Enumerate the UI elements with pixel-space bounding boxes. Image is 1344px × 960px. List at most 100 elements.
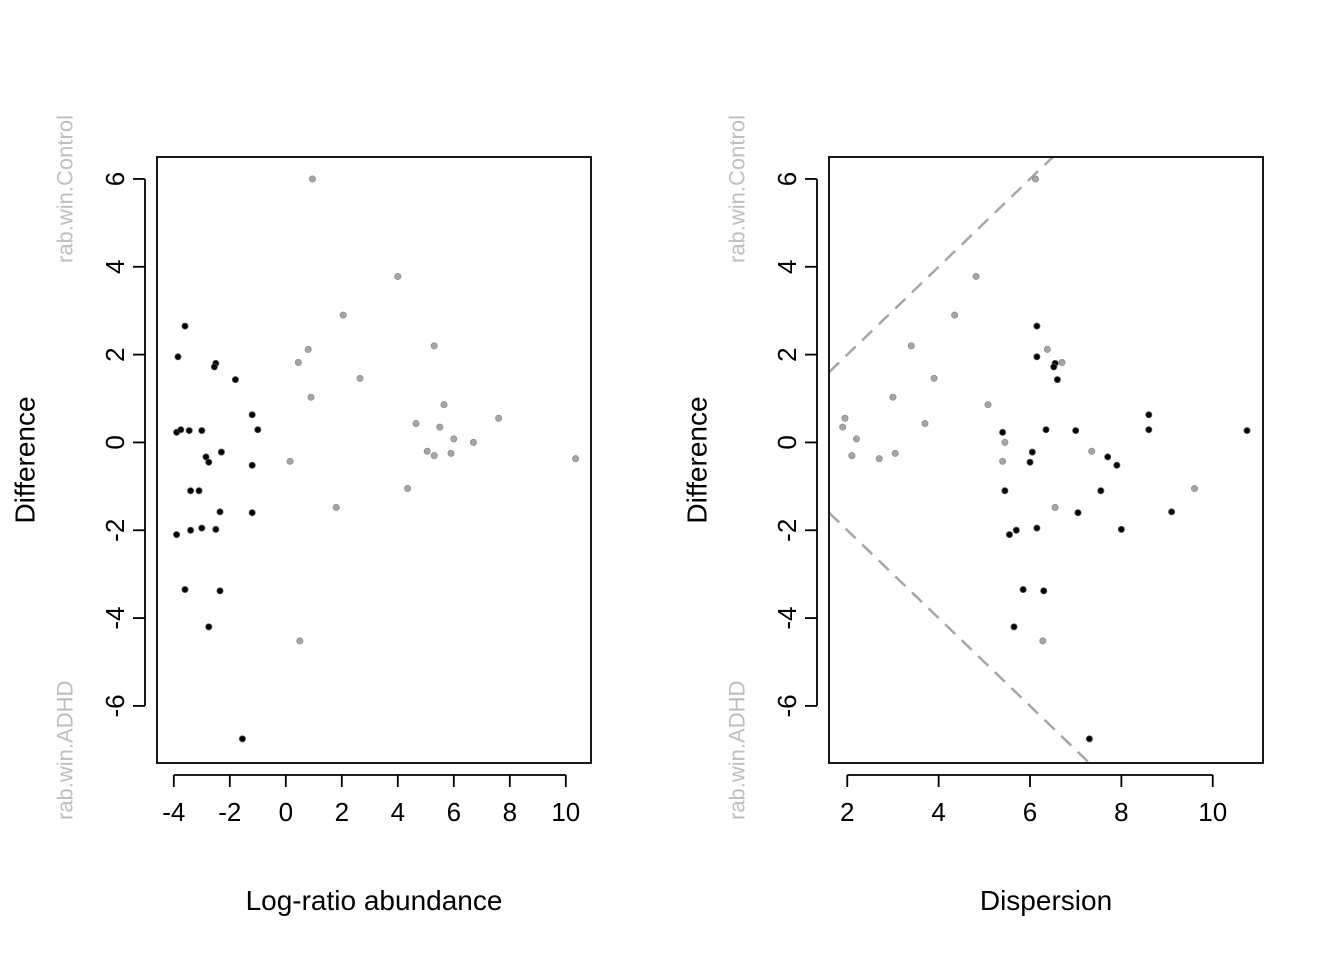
data-point bbox=[339, 311, 347, 319]
data-point bbox=[195, 487, 203, 495]
data-point bbox=[254, 426, 262, 434]
y-tick-label: 2 bbox=[772, 347, 802, 361]
y-axis-title: Difference bbox=[682, 396, 713, 523]
x-tick-label: 10 bbox=[551, 797, 580, 827]
data-point bbox=[1005, 531, 1013, 539]
data-point bbox=[1051, 503, 1059, 511]
y-tick-label: -6 bbox=[100, 694, 130, 717]
data-point bbox=[430, 452, 438, 460]
data-point bbox=[1145, 426, 1153, 434]
data-point bbox=[1072, 427, 1080, 435]
data-point bbox=[202, 453, 210, 461]
data-point bbox=[1010, 623, 1018, 631]
data-point bbox=[984, 401, 992, 409]
y-tick-label: 0 bbox=[100, 435, 130, 449]
data-point bbox=[187, 487, 195, 495]
panel-dispersion: 2 4 6 8 10 -6 -4 -2 0 2 4 6 Dispersion Difference rab.… bbox=[682, 115, 1264, 916]
data-point bbox=[217, 448, 225, 456]
y-tick-label: 6 bbox=[772, 172, 802, 186]
data-point bbox=[951, 311, 959, 319]
data-point bbox=[181, 322, 189, 330]
plot-frame bbox=[828, 156, 1264, 764]
data-point bbox=[1031, 175, 1039, 183]
y-axis-title: Difference bbox=[10, 396, 41, 523]
series-significant bbox=[173, 322, 262, 743]
data-point bbox=[198, 427, 206, 435]
data-point bbox=[450, 435, 458, 443]
x-tick-label: 0 bbox=[279, 797, 293, 827]
data-point bbox=[999, 457, 1007, 465]
data-point bbox=[394, 272, 402, 280]
x-tick-label: 8 bbox=[1114, 797, 1128, 827]
data-point bbox=[999, 428, 1007, 436]
x-tick-label: -2 bbox=[218, 797, 241, 827]
x-tick-label: 6 bbox=[1023, 797, 1037, 827]
data-point bbox=[294, 359, 302, 367]
data-point bbox=[436, 423, 444, 431]
data-point bbox=[1033, 524, 1041, 532]
data-point bbox=[1033, 353, 1041, 361]
data-point bbox=[1053, 376, 1061, 384]
plot-frame bbox=[156, 156, 592, 764]
data-point bbox=[1028, 448, 1036, 456]
x-tick-label: 4 bbox=[391, 797, 405, 827]
data-point bbox=[1039, 637, 1047, 645]
data-point bbox=[839, 423, 847, 431]
data-point bbox=[1074, 509, 1082, 517]
x-tick-label: 4 bbox=[931, 797, 945, 827]
data-point bbox=[907, 342, 915, 350]
data-point bbox=[1026, 458, 1034, 466]
data-point bbox=[248, 461, 256, 469]
y-tick-label: -4 bbox=[772, 607, 802, 630]
data-point bbox=[972, 272, 980, 280]
data-point bbox=[423, 447, 431, 455]
data-point bbox=[216, 587, 224, 595]
series-non-significant bbox=[286, 175, 580, 645]
y-tick-label: -2 bbox=[100, 519, 130, 542]
data-point bbox=[216, 508, 224, 516]
y-tick-label: -2 bbox=[772, 519, 802, 542]
data-point bbox=[1113, 461, 1121, 469]
x-tick-label: -4 bbox=[162, 797, 185, 827]
data-point bbox=[205, 623, 213, 631]
x-tick-label: 6 bbox=[447, 797, 461, 827]
data-point bbox=[412, 420, 420, 428]
data-point bbox=[231, 376, 239, 384]
data-point bbox=[1145, 411, 1153, 419]
data-point bbox=[430, 342, 438, 350]
data-point bbox=[174, 353, 182, 361]
y-tick-label: 6 bbox=[100, 172, 130, 186]
data-point bbox=[1058, 359, 1066, 367]
data-point bbox=[205, 458, 213, 466]
x-tick-label: 8 bbox=[503, 797, 517, 827]
data-point bbox=[307, 393, 315, 401]
data-point bbox=[177, 426, 185, 434]
data-point bbox=[1085, 735, 1093, 743]
data-point bbox=[1012, 526, 1020, 534]
data-point bbox=[185, 427, 193, 435]
data-point bbox=[1097, 487, 1105, 495]
top-group-label: rab.win.Control bbox=[725, 115, 750, 263]
panel-log-ratio-abundance: -4 -2 0 2 4 6 8 10 -6 -4 -2 0 2 4 6 Log-ratio abundance… bbox=[10, 115, 592, 916]
data-point bbox=[889, 393, 897, 401]
data-point bbox=[286, 457, 294, 465]
data-point bbox=[852, 435, 860, 443]
x-axis-title: Log-ratio abundance bbox=[246, 885, 503, 916]
bottom-group-label: rab.win.ADHD bbox=[53, 681, 78, 820]
data-point bbox=[1190, 485, 1198, 493]
data-point bbox=[198, 524, 206, 532]
data-point bbox=[238, 735, 246, 743]
x-tick-label: 2 bbox=[335, 797, 349, 827]
threshold-line-upper bbox=[829, 157, 1055, 374]
y-tick-label: 4 bbox=[772, 260, 802, 274]
data-point bbox=[1040, 587, 1048, 595]
y-tick-label: 4 bbox=[100, 260, 130, 274]
data-point bbox=[181, 586, 189, 594]
data-point bbox=[173, 531, 181, 539]
data-point bbox=[308, 175, 316, 183]
data-point bbox=[930, 374, 938, 382]
data-point bbox=[1001, 438, 1009, 446]
data-point bbox=[1001, 487, 1009, 495]
data-point bbox=[841, 414, 849, 422]
data-point bbox=[495, 414, 503, 422]
